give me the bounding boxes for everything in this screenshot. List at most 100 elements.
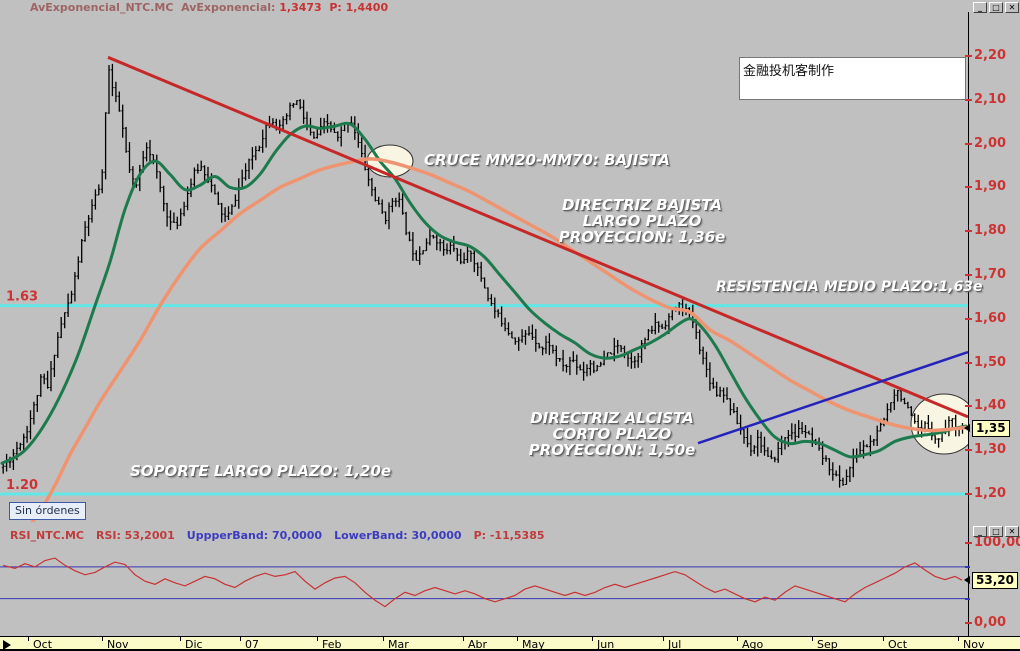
annotation-3: RESISTENCIA MEDIO PLAZO:1,63e: [716, 279, 983, 295]
maximize-button[interactable]: □: [989, 526, 1003, 537]
directriz-bajista-largo-plazo-trendline: [107, 55, 968, 419]
highlight-ellipse-2: [910, 393, 968, 455]
main-chart-title: AvExponencial_NTC.MC AvExponencial: 1,34…: [30, 1, 388, 14]
month-label-6: Mar: [388, 638, 409, 651]
price-axis-label: 2,10: [974, 91, 1007, 107]
month-label-14: Nov: [963, 638, 985, 651]
price-axis-tick: [965, 274, 972, 276]
price-axis-tick: [965, 361, 972, 364]
instrument-name: AvExponencial_NTC.MC AvExponencial:: [30, 1, 280, 14]
month-label-1: Oct: [33, 638, 53, 651]
rsi-panel-window-controls: _ □ ✕: [973, 526, 1019, 537]
price-chart-canvas[interactable]: 1.63 1.20: [0, 12, 968, 522]
price-axis-tick: [965, 55, 972, 57]
time-axis-tick: [102, 637, 103, 641]
month-label-7: Abr: [468, 638, 488, 651]
time-axis-tick: [317, 637, 318, 641]
time-axis-tick: [383, 637, 384, 641]
time-axis-tick: [958, 637, 959, 641]
price-axis-tick: [965, 186, 972, 189]
rsi-axis-label: 100,00: [974, 535, 1020, 550]
resistencia-medio-plazo-label: 1.63: [6, 290, 38, 305]
price-axis-tick: [965, 317, 972, 320]
price-axis-tick: [965, 449, 972, 452]
month-label-5: Feb: [322, 638, 342, 651]
last-price-arrow-icon: [964, 424, 970, 432]
price-axis-tick: [965, 405, 972, 408]
watermark-text: 金融投机客制作: [743, 64, 835, 79]
price-axis-label: 1,60: [974, 310, 1007, 326]
window-bottom-edge: [0, 649, 1020, 651]
rsi-line: [2, 557, 963, 608]
candlestick-bars: [2, 63, 964, 488]
price-axis-separator: [968, 12, 969, 636]
time-axis[interactable]: Oct Nov Dic 07 Feb Mar Abr May Jun Jul Ago Sep Oct No…: [0, 636, 1020, 651]
rsi-axis-tick: [965, 542, 972, 544]
main-panel-window-controls: _ □ ✕: [973, 2, 1019, 13]
price-axis-tick: [965, 142, 972, 145]
ma-line-mm20: [0, 121, 968, 465]
time-axis-tick: [463, 637, 464, 641]
month-label-4: 07: [245, 638, 259, 651]
price-axis-tick: [965, 493, 972, 495]
time-axis-tick: [663, 637, 664, 641]
rsi-header: RSI_NTC.MC RSI: 53,2001 UppperBand: 70,000…: [10, 529, 557, 542]
rsi-header-segment-2: RSI: 53,2001: [95, 529, 175, 542]
ma-line-mm70: [30, 157, 968, 522]
annotation-2: DIRECTRIZ BAJISTA LARGO PLAZO PROYECCION…: [558, 196, 726, 246]
month-label-9: Jun: [597, 638, 615, 651]
price-axis-label: 2,20: [974, 48, 1007, 63]
time-axis-tick: [180, 637, 181, 641]
rsi-axis-tick: [965, 621, 972, 624]
minimize-button[interactable]: _: [973, 526, 987, 537]
directriz-alcista-corto-plazo-trendline: [697, 350, 968, 445]
time-axis-tick: [517, 637, 518, 641]
upper-band-tick: [965, 565, 970, 568]
scroll-right-arrow-icon[interactable]: [3, 640, 11, 650]
time-axis-tick: [812, 637, 813, 641]
price-axis-tick: [965, 98, 972, 101]
rsi-axis-label: 0,00: [974, 614, 1007, 630]
close-button[interactable]: ✕: [1005, 526, 1019, 537]
time-axis-tick: [592, 637, 593, 641]
rsi-chart-canvas[interactable]: [0, 538, 968, 635]
time-axis-tick: [28, 637, 29, 641]
instrument-values: 1,3473 P: 1,4400: [279, 1, 389, 14]
month-label-12: Sep: [817, 638, 838, 651]
price-axis-label: 1,70: [974, 267, 1007, 282]
rsi-value-arrow-icon: [964, 576, 970, 584]
price-axis-label: 1,20: [974, 486, 1007, 501]
rsi-value-tag: 53,20: [972, 572, 1018, 589]
month-label-8: May: [522, 638, 545, 651]
rsi-header-segment-3: UppperBand: 70,0000: [186, 529, 323, 542]
close-button[interactable]: ✕: [1005, 2, 1019, 13]
rsi-header-segment-5: P: -11,5385: [473, 529, 545, 542]
price-axis-tick: [965, 230, 972, 233]
time-axis-tick: [883, 637, 884, 641]
last-price-tag: 1,35: [972, 420, 1010, 437]
annotation-1: CRUCE MM20-MM70: BAJISTA: [424, 151, 670, 169]
watermark-box: 金融投机客制作: [739, 57, 966, 100]
month-label-10: Jul: [668, 638, 682, 651]
annotation-4: DIRECTRIZ ALCISTA CORTO PLAZO PROYECCION…: [528, 409, 696, 459]
rsi-header-segment-4: LowerBand: 30,0000: [334, 529, 462, 542]
month-label-3: Dic: [185, 638, 203, 651]
no-orders-status: Sin órdenes: [9, 502, 86, 520]
month-label-13: Oct: [888, 638, 908, 651]
minimize-button[interactable]: _: [973, 2, 987, 13]
price-axis-label: 1,80: [974, 223, 1007, 239]
price-axis-label: 1,90: [974, 179, 1007, 195]
rsi-header-segment-1: RSI_NTC.MC: [10, 529, 84, 542]
candlestick-open-close-ticks: [1, 69, 964, 485]
price-axis-label: 2,00: [974, 135, 1007, 151]
time-axis-tick: [240, 637, 241, 641]
maximize-button[interactable]: □: [989, 2, 1003, 13]
month-label-2: Nov: [107, 638, 129, 651]
month-label-11: Ago: [742, 638, 764, 651]
time-axis-tick: [737, 637, 738, 641]
price-axis-label: 1,50: [974, 354, 1007, 370]
price-axis-label: 1,30: [974, 442, 1007, 458]
soporte-largo-plazo-label: 1.20: [6, 478, 38, 493]
lower-band-tick: [965, 597, 970, 600]
